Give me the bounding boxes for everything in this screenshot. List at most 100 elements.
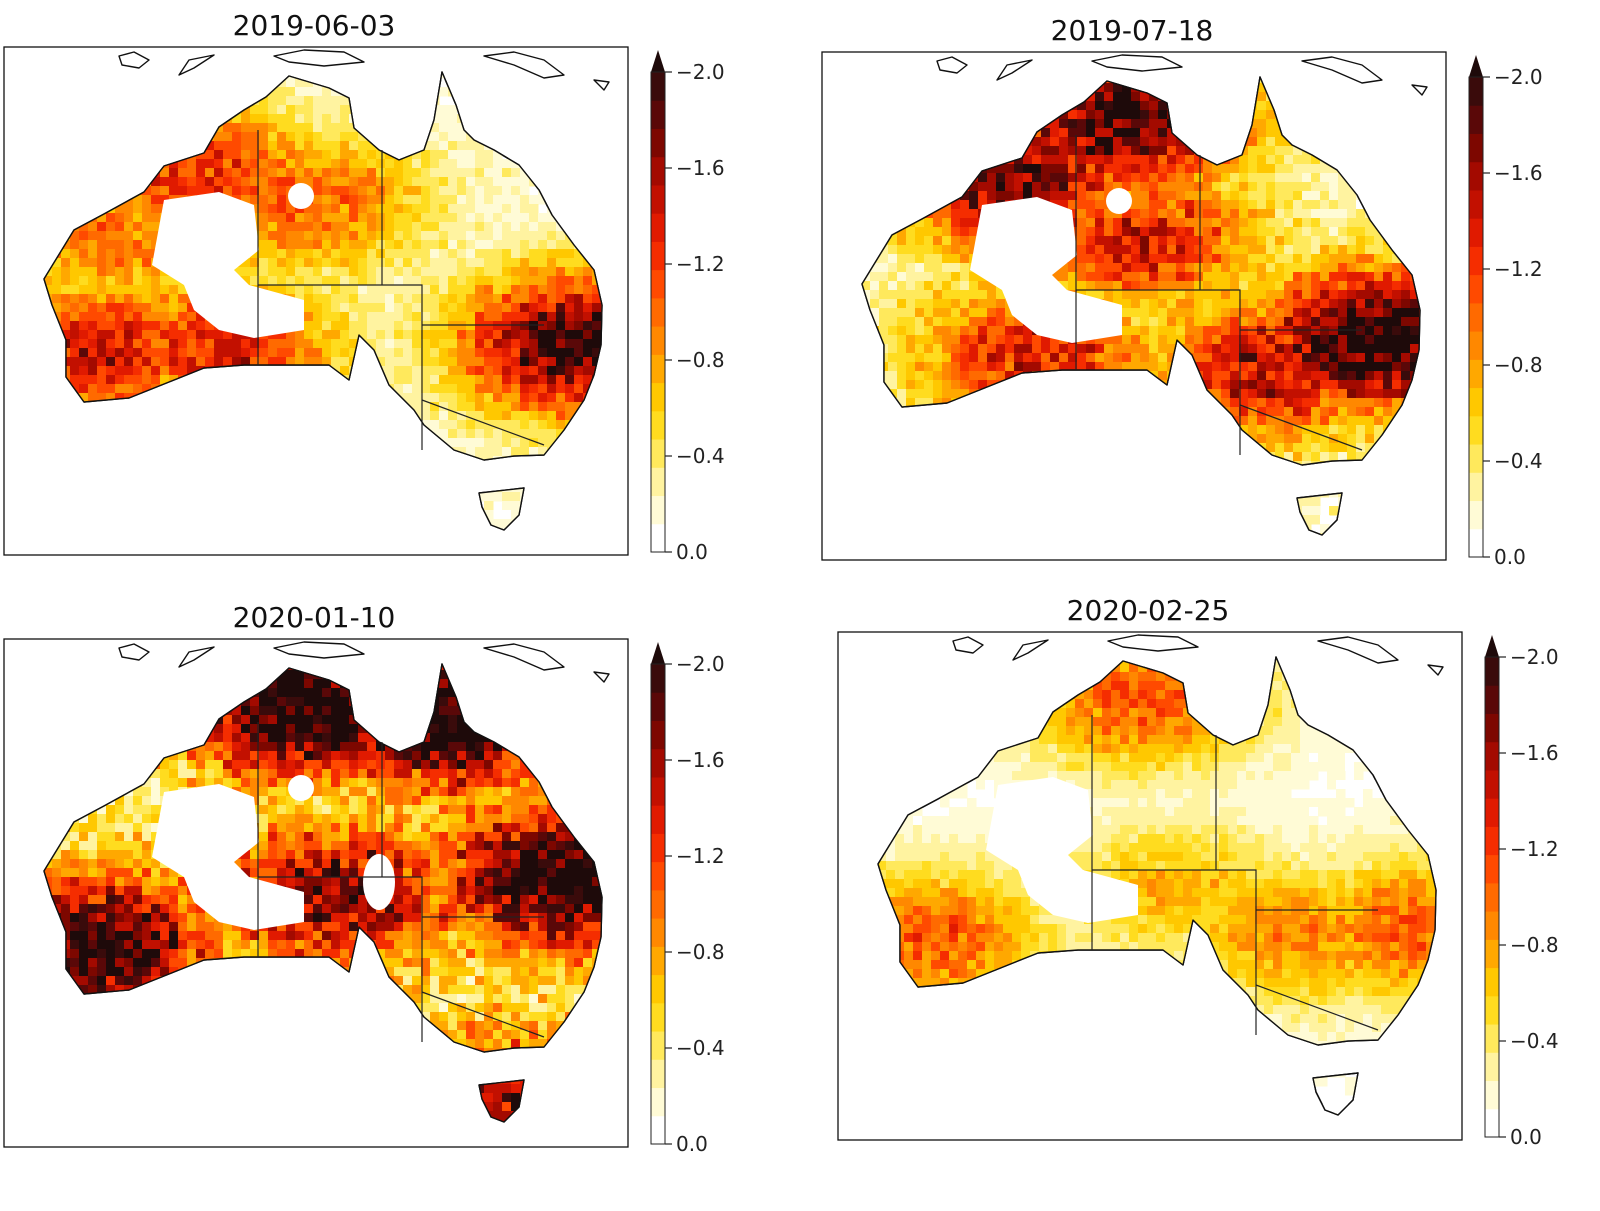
field-cell [915,281,925,291]
field-cell [61,294,71,304]
field-cell [1113,272,1123,282]
field-cell [412,357,422,367]
field-cell [592,312,602,322]
field-cell [439,357,449,367]
field-cell [574,393,584,403]
field-cell [484,294,494,304]
field-cell [1257,218,1267,228]
field-cell [448,294,458,304]
field-cell [394,384,404,394]
field-cell [565,411,575,421]
field-cell [1320,263,1330,273]
field-cell [897,254,907,264]
field-cell [1293,164,1303,174]
field-cell [349,249,359,259]
field-cell [421,375,431,385]
field-cell [439,150,449,160]
field-cell [268,204,278,214]
field-cell [322,357,332,367]
field-cell [538,357,548,367]
field-cell [547,294,557,304]
field-cell [511,330,521,340]
field-cell [277,114,287,124]
field-cell [430,204,440,214]
field-cell [205,150,215,160]
field-cell [115,204,125,214]
field-cell [960,281,970,291]
field-cell [106,258,116,268]
field-cell [915,245,925,255]
field-cell [1023,164,1033,174]
field-cell [978,200,988,210]
field-cell [430,240,440,250]
field-cell [385,330,395,340]
field-cell [484,258,494,268]
field-cell [1302,254,1312,264]
field-cell [340,150,350,160]
field-cell [133,213,143,223]
field-cell [1221,173,1231,183]
field-cell [565,357,575,367]
field-cell [457,339,467,349]
field-cell [1329,182,1339,192]
field-cell [475,375,485,385]
field-cell [313,87,323,97]
field-cell [556,393,566,403]
field-cell [250,267,260,277]
field-cell [403,285,413,295]
field-cell [529,348,539,358]
field-cell [466,402,476,412]
field-cell [1257,200,1267,210]
field-cell [124,366,134,376]
field-cell [484,366,494,376]
field-cell [160,375,170,385]
field-cell [457,213,467,223]
field-cell [286,204,296,214]
field-cell [1356,245,1366,255]
field-cell [214,357,224,367]
field-cell [1131,200,1141,210]
field-cell [322,321,332,331]
field-cell [160,186,170,196]
field-cell [529,321,539,331]
field-cell [969,236,979,246]
field-cell [412,366,422,376]
field-cell [430,150,440,160]
field-cell [484,204,494,214]
field-cell [151,330,161,340]
field-cell [493,438,503,448]
field-cell [457,132,467,142]
field-cell [1302,164,1312,174]
field-cell [187,312,197,322]
field-cell [295,330,305,340]
field-cell [376,276,386,286]
field-cell [331,321,341,331]
field-cell [151,375,161,385]
colorbar-extension-arrow [651,50,665,72]
field-cell [430,375,440,385]
field-cell [322,123,332,133]
field-cell [268,285,278,295]
field-cell [124,375,134,385]
field-cell [457,276,467,286]
field-cell [439,204,449,214]
field-cell [1113,254,1123,264]
field-cell [358,222,368,232]
field-cell [349,267,359,277]
field-cell [1266,227,1276,237]
field-cell [1095,101,1105,111]
field-cell [286,222,296,232]
field-cell [313,231,323,241]
field-cell [1140,119,1150,129]
field-cell [268,168,278,178]
field-cell [1257,281,1267,291]
field-cell [313,339,323,349]
field-cell [313,132,323,142]
field-cell [1338,191,1348,201]
field-cell [286,240,296,250]
field-cell [1194,173,1204,183]
field-cell [1266,236,1276,246]
field-cell [484,375,494,385]
field-cell [520,312,530,322]
field-cell [331,258,341,268]
